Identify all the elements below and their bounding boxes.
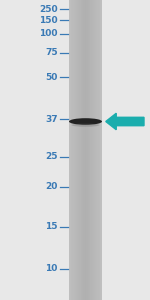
Bar (99, 0, 100, 300)
Text: 15: 15 (45, 222, 58, 231)
Bar (100, 0, 101, 300)
Bar (78, 0, 79, 300)
Bar (82, 0, 83, 300)
Text: 100: 100 (39, 29, 58, 38)
Bar (90, 0, 91, 300)
Text: 250: 250 (39, 4, 58, 14)
Bar (95, 0, 96, 300)
Bar (97, 0, 98, 300)
Bar (73, 0, 74, 300)
Bar (75, 0, 76, 300)
Bar (89, 0, 90, 300)
Bar (80, 0, 81, 300)
Bar (76, 0, 77, 300)
Text: 37: 37 (45, 115, 58, 124)
Bar (87, 0, 88, 300)
Bar (98, 0, 99, 300)
Bar (69, 0, 70, 300)
Text: 50: 50 (45, 73, 58, 82)
Bar (70, 0, 71, 300)
Bar (85, 0, 87, 300)
Bar (92, 0, 93, 300)
Bar (95, 0, 96, 300)
Bar (101, 0, 102, 300)
Ellipse shape (72, 124, 100, 127)
Bar (88, 0, 89, 300)
Bar (100, 0, 101, 300)
Ellipse shape (69, 118, 102, 125)
Bar (93, 0, 94, 300)
Bar (77, 0, 78, 300)
Bar (96, 0, 97, 300)
FancyArrow shape (106, 113, 144, 130)
Bar (94, 0, 95, 300)
Bar (83, 0, 84, 300)
Bar (85, 0, 86, 300)
Text: 10: 10 (45, 264, 58, 273)
Bar (86, 0, 87, 300)
Text: 25: 25 (45, 152, 58, 161)
Bar (81, 0, 82, 300)
Bar (91, 0, 92, 300)
Bar (84, 0, 85, 300)
Bar (79, 0, 80, 300)
Bar (90, 0, 92, 300)
Text: 150: 150 (39, 16, 58, 25)
Bar (81, 0, 82, 300)
Bar (74, 0, 75, 300)
Bar (71, 0, 72, 300)
Text: 75: 75 (45, 48, 58, 57)
Text: 20: 20 (45, 182, 58, 191)
Bar (72, 0, 73, 300)
